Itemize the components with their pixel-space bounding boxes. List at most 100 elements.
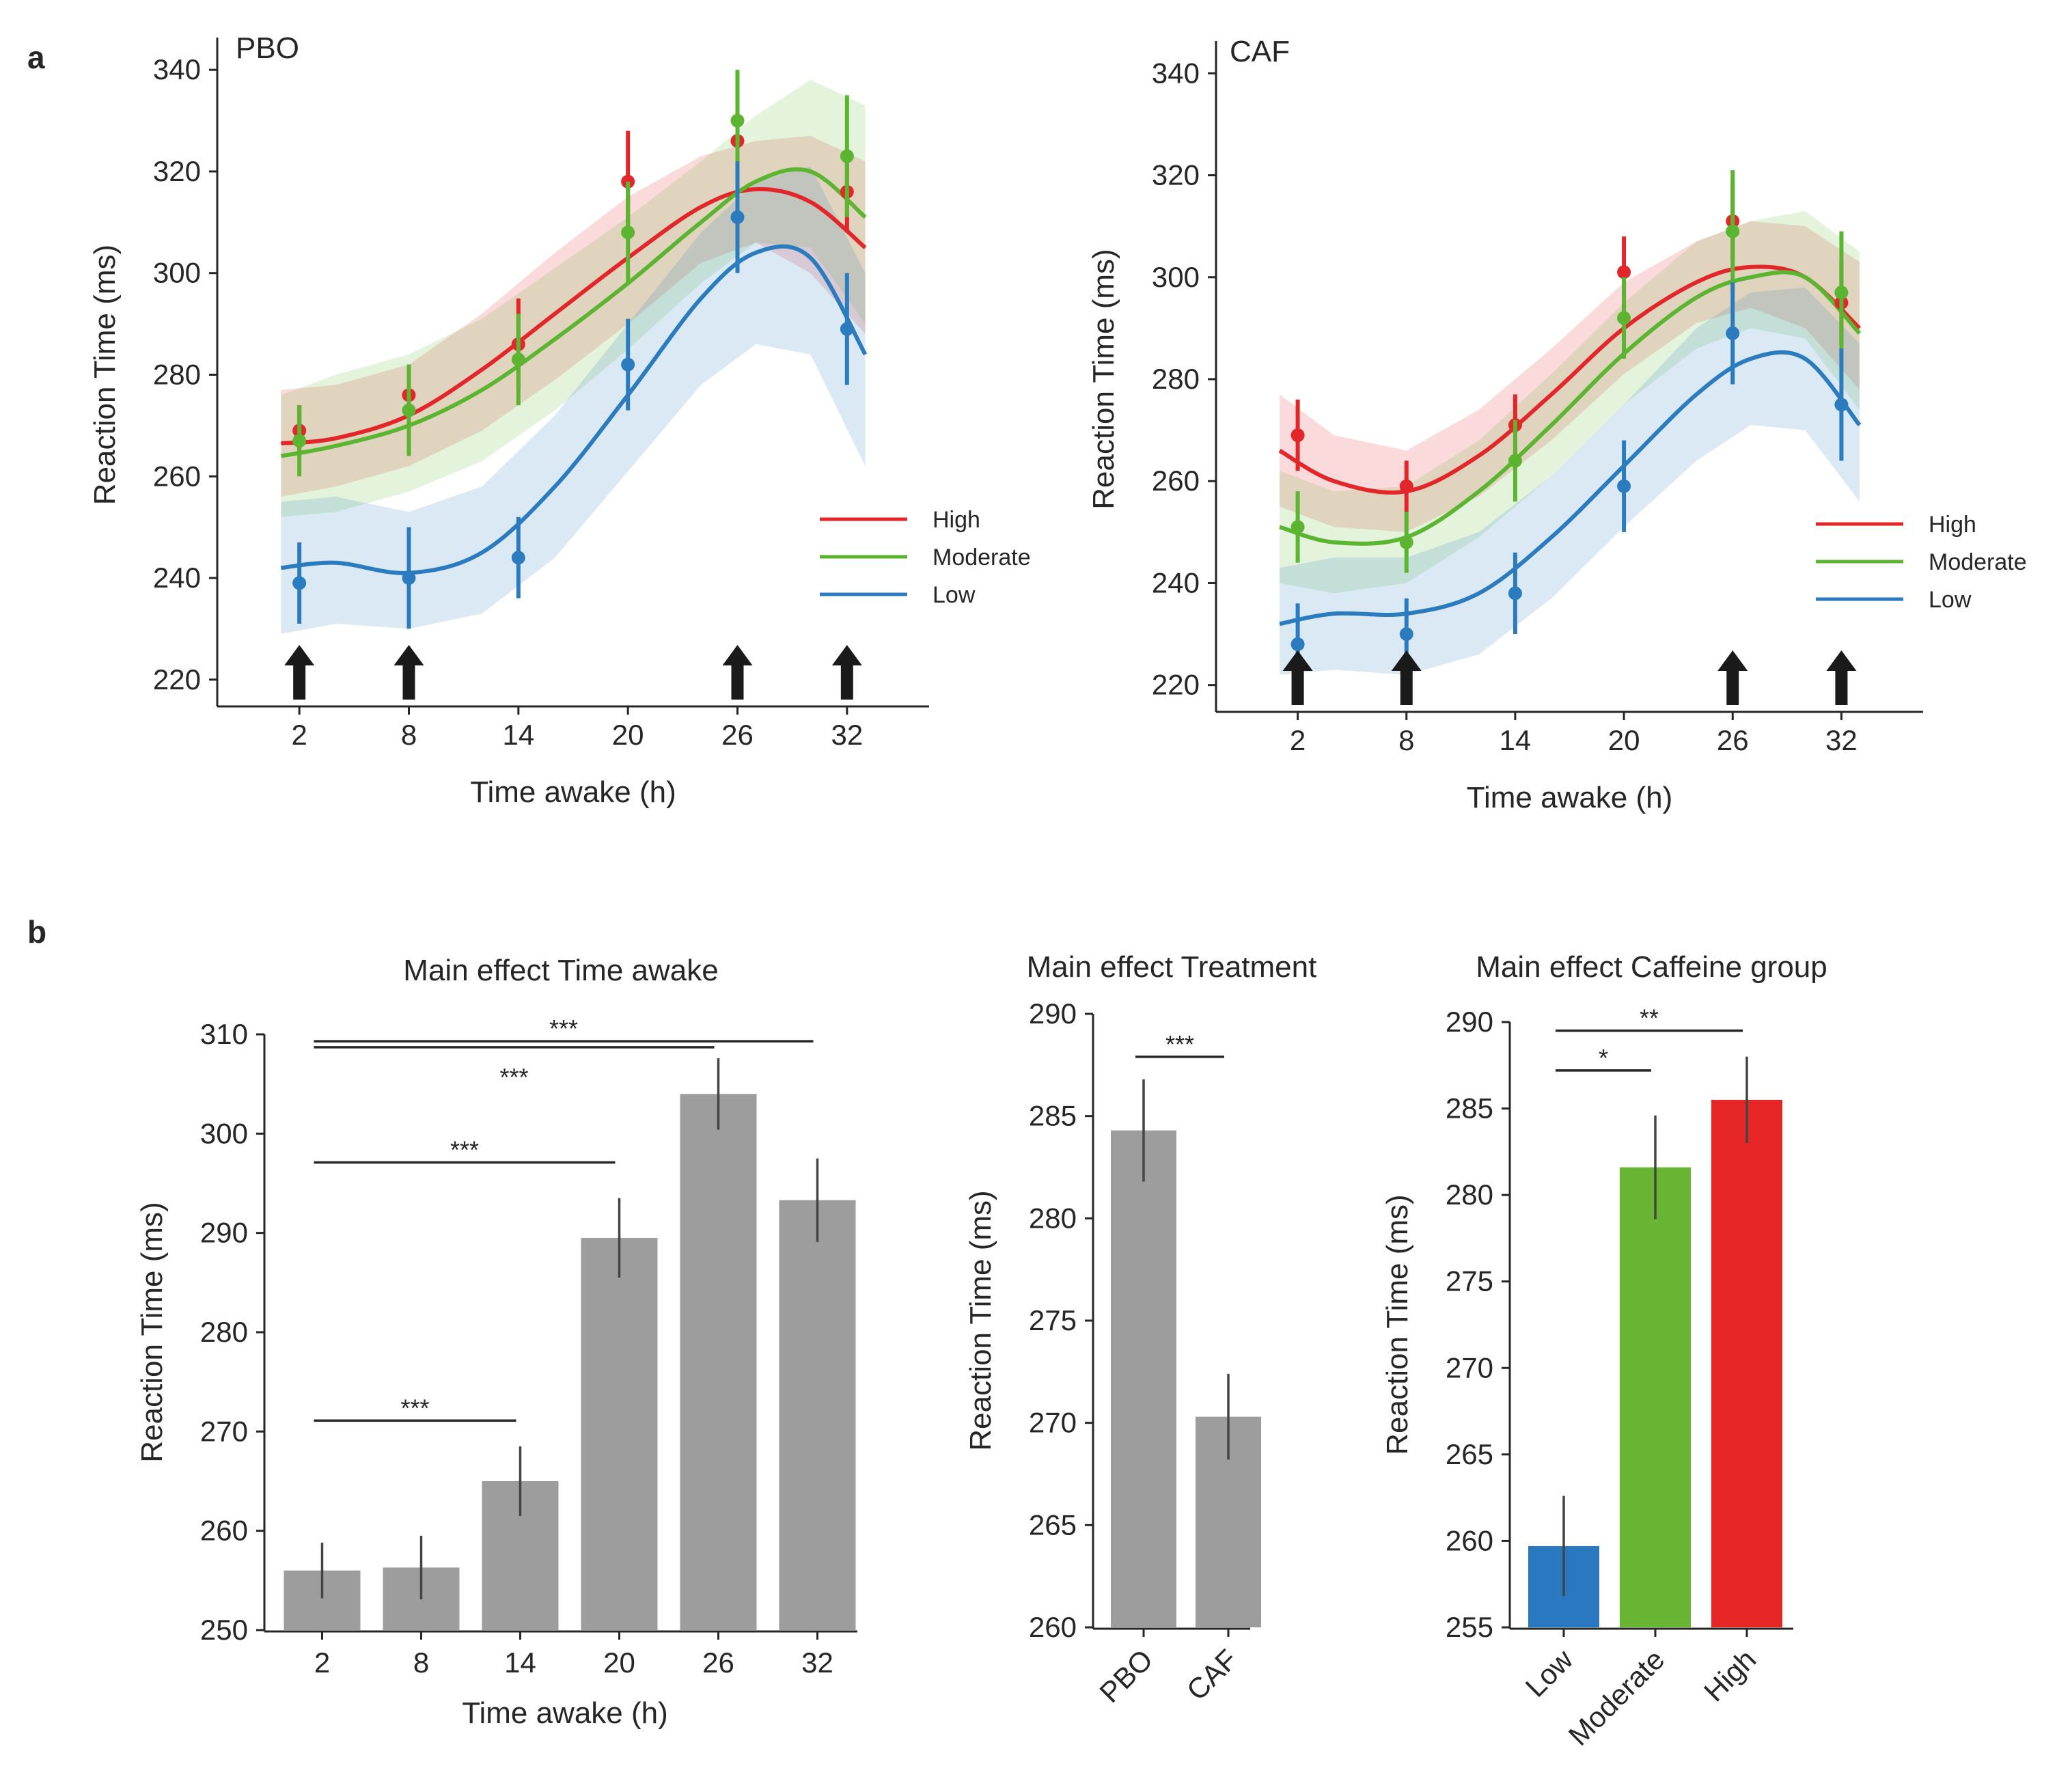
x-tick-label: 26 xyxy=(702,1646,734,1679)
moderate-data-point xyxy=(1834,286,1849,300)
legend-label-low: Low xyxy=(933,582,976,608)
x-tick-label: 20 xyxy=(603,1646,635,1679)
bar-high xyxy=(1711,1099,1782,1627)
x-tick-label: 8 xyxy=(401,719,417,751)
y-tick-label: 260 xyxy=(1029,1611,1077,1643)
x-tick-label: 2 xyxy=(1290,724,1306,756)
y-tick-label: 340 xyxy=(153,53,201,85)
y-tick-label: 275 xyxy=(1029,1304,1077,1336)
y-tick-label: 310 xyxy=(200,1018,248,1050)
low-data-point xyxy=(840,322,854,336)
significance-label: *** xyxy=(549,1015,578,1043)
x-tick-label: 14 xyxy=(504,1646,536,1679)
dose-arrow-icon xyxy=(394,645,424,700)
chart-title: Main effect Caffeine group xyxy=(1476,950,1827,984)
dose-arrow-icon xyxy=(831,645,862,700)
legend-label-high: High xyxy=(1929,512,1976,538)
moderate-data-point xyxy=(621,225,635,240)
y-tick-label: 275 xyxy=(1446,1265,1493,1297)
y-tick-label: 300 xyxy=(1152,261,1200,293)
moderate-data-point xyxy=(402,403,416,417)
significance-label: *** xyxy=(400,1394,429,1422)
x-tick-label: 8 xyxy=(1398,724,1414,756)
moderate-fit-line xyxy=(280,167,867,458)
bar-20 xyxy=(581,1237,658,1630)
low-data-point xyxy=(1508,586,1522,601)
significance-label: *** xyxy=(1165,1030,1194,1058)
y-tick-label: 320 xyxy=(153,155,201,187)
low-data-point xyxy=(1399,627,1413,642)
x-axis-label: Time awake (h) xyxy=(470,775,676,809)
moderate-data-point xyxy=(730,113,745,128)
dose-arrow-icon xyxy=(722,645,753,700)
x-tick-label: Moderate xyxy=(1562,1643,1671,1752)
y-tick-label: 220 xyxy=(1152,669,1200,701)
high-data-point xyxy=(1399,479,1413,493)
low-data-point xyxy=(621,357,635,372)
pbo-line-chart: 220 240 260 280 300 320 340 2 8 14 20 26 32 Time awak… xyxy=(88,31,1031,809)
x-tick-label: 2 xyxy=(291,719,307,751)
significance-label: * xyxy=(1599,1044,1608,1072)
low-data-point xyxy=(292,576,307,590)
y-tick-label: 340 xyxy=(1152,57,1200,89)
dose-arrow-icon xyxy=(284,645,315,700)
bar-32 xyxy=(779,1200,856,1630)
y-axis-label: Reaction Time (ms) xyxy=(135,1202,169,1462)
x-tick-label: 8 xyxy=(413,1646,429,1679)
legend-label-moderate: Moderate xyxy=(933,545,1031,570)
y-tick-label: 255 xyxy=(1446,1611,1493,1643)
time-awake-bar-chart: *** *** *** *** 250 260 270 280 290 300 310 2 8 14 20 2… xyxy=(135,954,857,1730)
moderate-data-point xyxy=(1399,535,1413,549)
bar-moderate xyxy=(1620,1167,1691,1627)
low-data-point xyxy=(730,210,745,224)
y-tick-label: 260 xyxy=(1446,1524,1493,1556)
y-tick-label: 265 xyxy=(1446,1438,1493,1470)
low-confidence-band xyxy=(281,166,866,634)
chart-title: CAF xyxy=(1230,35,1290,68)
dose-arrow-icon xyxy=(1826,650,1857,705)
significance-label: *** xyxy=(499,1063,528,1091)
x-axis-label: Time awake (h) xyxy=(1467,781,1673,814)
y-tick-label: 240 xyxy=(1152,566,1200,598)
x-tick-label: 26 xyxy=(1717,724,1749,756)
legend-label-moderate: Moderate xyxy=(1929,549,2027,575)
low-data-point xyxy=(511,551,525,565)
x-tick-label: 14 xyxy=(1500,724,1532,756)
dose-arrow-icon xyxy=(1717,650,1748,705)
panel-label-b: b xyxy=(27,914,46,950)
low-data-point xyxy=(1290,637,1305,651)
low-data-point xyxy=(402,571,416,585)
significance-label: *** xyxy=(450,1135,479,1163)
x-tick-label: 14 xyxy=(502,719,534,751)
y-tick-label: 285 xyxy=(1029,1100,1077,1132)
y-axis-label: Reaction Time (ms) xyxy=(964,1190,997,1450)
high-fit-line xyxy=(1278,264,1862,495)
y-tick-label: 290 xyxy=(1446,1006,1493,1038)
x-tick-label: 20 xyxy=(1608,724,1640,756)
caf-line-chart: 220 240 260 280 300 320 340 2 8 14 20 26 32 Time awak… xyxy=(1087,35,2027,814)
high-fit-line xyxy=(281,187,867,445)
moderate-data-point xyxy=(292,434,307,448)
dose-arrow-icon xyxy=(1282,650,1313,705)
y-axis-label: Reaction Time (ms) xyxy=(1087,249,1120,509)
y-tick-label: 280 xyxy=(1029,1202,1077,1234)
moderate-data-point xyxy=(1290,520,1305,534)
low-fit-line xyxy=(281,244,868,575)
bar-pbo xyxy=(1111,1130,1176,1627)
y-axis-label: Reaction Time (ms) xyxy=(88,245,122,505)
y-tick-label: 290 xyxy=(200,1217,248,1249)
moderate-data-point xyxy=(1617,311,1631,325)
treatment-bar-chart: *** 260 265 270 275 280 285 290 PBO CAF Reaction T… xyxy=(964,950,1316,1709)
y-axis-label: Reaction Time (ms) xyxy=(1381,1194,1414,1455)
y-tick-label: 240 xyxy=(153,562,201,594)
x-tick-label: 32 xyxy=(1825,724,1858,756)
x-tick-label: 32 xyxy=(831,719,863,751)
significance-label: ** xyxy=(1640,1004,1659,1032)
y-tick-label: 285 xyxy=(1446,1092,1493,1125)
y-tick-label: 270 xyxy=(200,1415,248,1447)
y-tick-label: 265 xyxy=(1029,1508,1077,1541)
panel-label-a: a xyxy=(27,40,45,75)
low-data-point xyxy=(1834,398,1849,412)
